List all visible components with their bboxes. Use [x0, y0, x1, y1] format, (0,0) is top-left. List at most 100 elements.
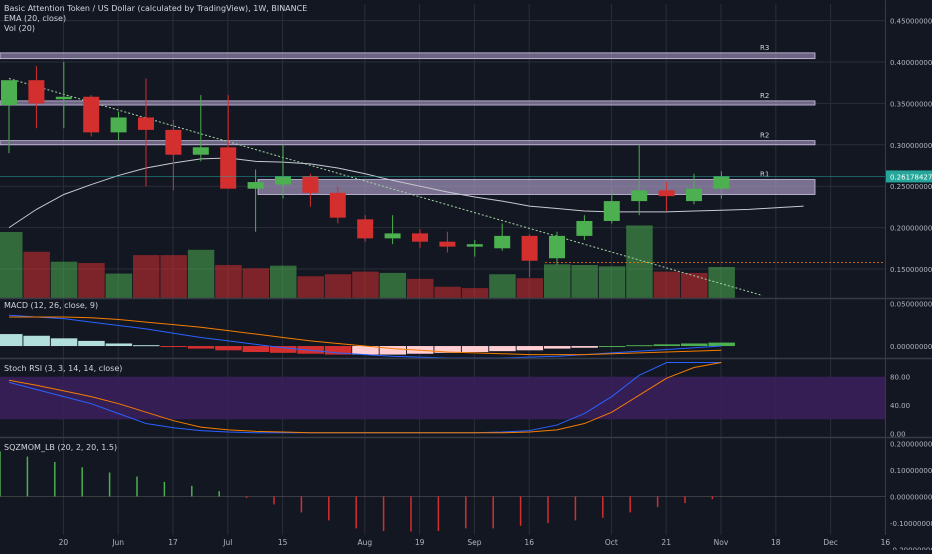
- zone-label-0: R3: [760, 44, 769, 52]
- main-legend: Basic Attention Token / US Dollar (calcu…: [4, 4, 307, 34]
- sqz-tick-1: 0.10000000: [890, 467, 932, 475]
- stoch-rsi-pane: [0, 362, 885, 434]
- symbol-title: Basic Attention Token / US Dollar (calcu…: [4, 4, 308, 13]
- volume-bar-20: [544, 264, 571, 298]
- time-tick-6: 19: [415, 538, 425, 547]
- time-tick-1: Jun: [111, 538, 124, 547]
- volume-bar-10: [270, 265, 297, 298]
- time-tick-3: Jul: [222, 538, 232, 547]
- time-tick-0: 20: [59, 538, 69, 547]
- macd-tick-0: 0.05000000: [890, 300, 932, 308]
- volume-bar-1: [23, 251, 50, 298]
- zone-1: [0, 100, 816, 106]
- candle-body-20: [549, 235, 565, 259]
- candle-body-18: [494, 235, 511, 249]
- macd-pane: [0, 314, 735, 359]
- price-axis[interactable]: 0.45000000 0.40000000 0.35000000 0.30000000…: [0, 18, 932, 554]
- volume-bar-25: [681, 272, 708, 298]
- macd-hist-4: [105, 343, 133, 347]
- candle-body-25: [686, 188, 702, 202]
- stoch-d-line: [8, 362, 722, 434]
- price-tick-0: 0.45000000: [890, 18, 932, 26]
- time-tick-4: 15: [278, 538, 288, 547]
- stoch-label: Stoch RSI (3, 3, 14, 14, close): [4, 364, 123, 373]
- volume-bar-11: [297, 276, 324, 298]
- zone-0: [0, 52, 816, 60]
- price-tick-5: 0.20000000: [890, 225, 932, 233]
- time-tick-9: Oct: [605, 538, 618, 547]
- sqz-tick-0: 0.20000000: [890, 440, 932, 448]
- candle-body-12: [329, 192, 346, 218]
- volume-bar-23: [626, 225, 653, 298]
- macd-hist-14: [379, 346, 407, 355]
- candle-body-24: [658, 190, 675, 197]
- candle-body-2: [55, 96, 72, 100]
- macd-hist-19: [516, 346, 544, 351]
- candle-body-11: [302, 176, 319, 193]
- candle-body-17: [466, 244, 483, 247]
- macd-hist-26: [708, 342, 735, 347]
- macd-hist-17: [461, 346, 489, 353]
- volume-bars: [0, 225, 885, 298]
- macd-signal-line: [9, 316, 722, 356]
- macd-hist-1: [23, 335, 50, 347]
- price-tick-4: 0.25000000: [890, 183, 932, 191]
- volume-bar-26: [708, 266, 735, 298]
- macd-legend[interactable]: MACD (12, 26, close, 9): [4, 301, 98, 311]
- macd-hist-0: [0, 334, 23, 347]
- volume-bar-0: [0, 232, 23, 298]
- time-tick-2: 17: [168, 538, 178, 547]
- candle-body-23: [631, 190, 648, 202]
- volume-bar-17: [461, 288, 489, 298]
- ema-line: [8, 157, 804, 229]
- stoch-band: [0, 376, 885, 420]
- volume-bar-4: [105, 273, 133, 298]
- time-tick-13: Dec: [823, 538, 838, 547]
- pane-separators[interactable]: [0, 0, 932, 535]
- time-tick-11: Nov: [714, 538, 729, 547]
- candle-body-5: [138, 117, 154, 130]
- volume-bar-21: [571, 265, 598, 298]
- macd-label: MACD (12, 26, close, 9): [4, 301, 99, 310]
- macd-hist-8: [215, 346, 242, 351]
- candle-body-4: [110, 117, 127, 133]
- sqz-tick-3: -0.10000000: [890, 520, 932, 528]
- macd-hist-3: [78, 340, 105, 347]
- volume-bar-14: [379, 272, 407, 298]
- downtrend-line: [8, 78, 763, 296]
- sqzmom-pane: [0, 451, 885, 532]
- candle-body-10: [275, 176, 291, 185]
- sqz-legend[interactable]: SQZMOM_LB (20, 2, 20, 1.5): [4, 443, 117, 453]
- stoch-legend[interactable]: Stoch RSI (3, 3, 14, 14, close): [4, 364, 122, 374]
- volume-bar-24: [653, 271, 681, 298]
- zone-3: [257, 179, 816, 195]
- zone-label-3: R1: [760, 171, 769, 179]
- zone-label-2: R2: [760, 132, 769, 140]
- candle-body-15: [412, 233, 428, 242]
- macd-hist-10: [270, 346, 297, 353]
- time-tick-10: 21: [661, 538, 671, 547]
- ema-polyline: [8, 157, 804, 229]
- ema-legend[interactable]: EMA (20, close): [4, 14, 67, 23]
- volume-bar-18: [489, 274, 516, 298]
- time-tick-8: 16: [524, 538, 534, 547]
- candles: [1, 61, 730, 278]
- volume-bar-13: [352, 271, 379, 298]
- volume-bar-19: [516, 278, 544, 298]
- time-tick-14: 16: [881, 538, 891, 547]
- candle-body-21: [576, 220, 593, 236]
- price-tick-1: 0.40000000: [890, 59, 932, 67]
- candle-body-9: [247, 182, 264, 189]
- vol-legend[interactable]: Vol (20): [4, 24, 35, 33]
- volume-bar-8: [215, 265, 242, 298]
- macd-hist-25: [681, 343, 708, 347]
- volume-bar-22: [598, 266, 626, 298]
- time-axis[interactable]: 20 Jun 17 Jul 15 Aug 19 Sep 16 Oct 21 Nov 18 Dec 16: [59, 538, 891, 547]
- macd-hist-6: [160, 346, 187, 348]
- macd-hist-23: [626, 345, 653, 347]
- macd-hist-9: [242, 346, 270, 353]
- volume-bar-7: [187, 249, 215, 298]
- current-price-tag: [886, 170, 932, 183]
